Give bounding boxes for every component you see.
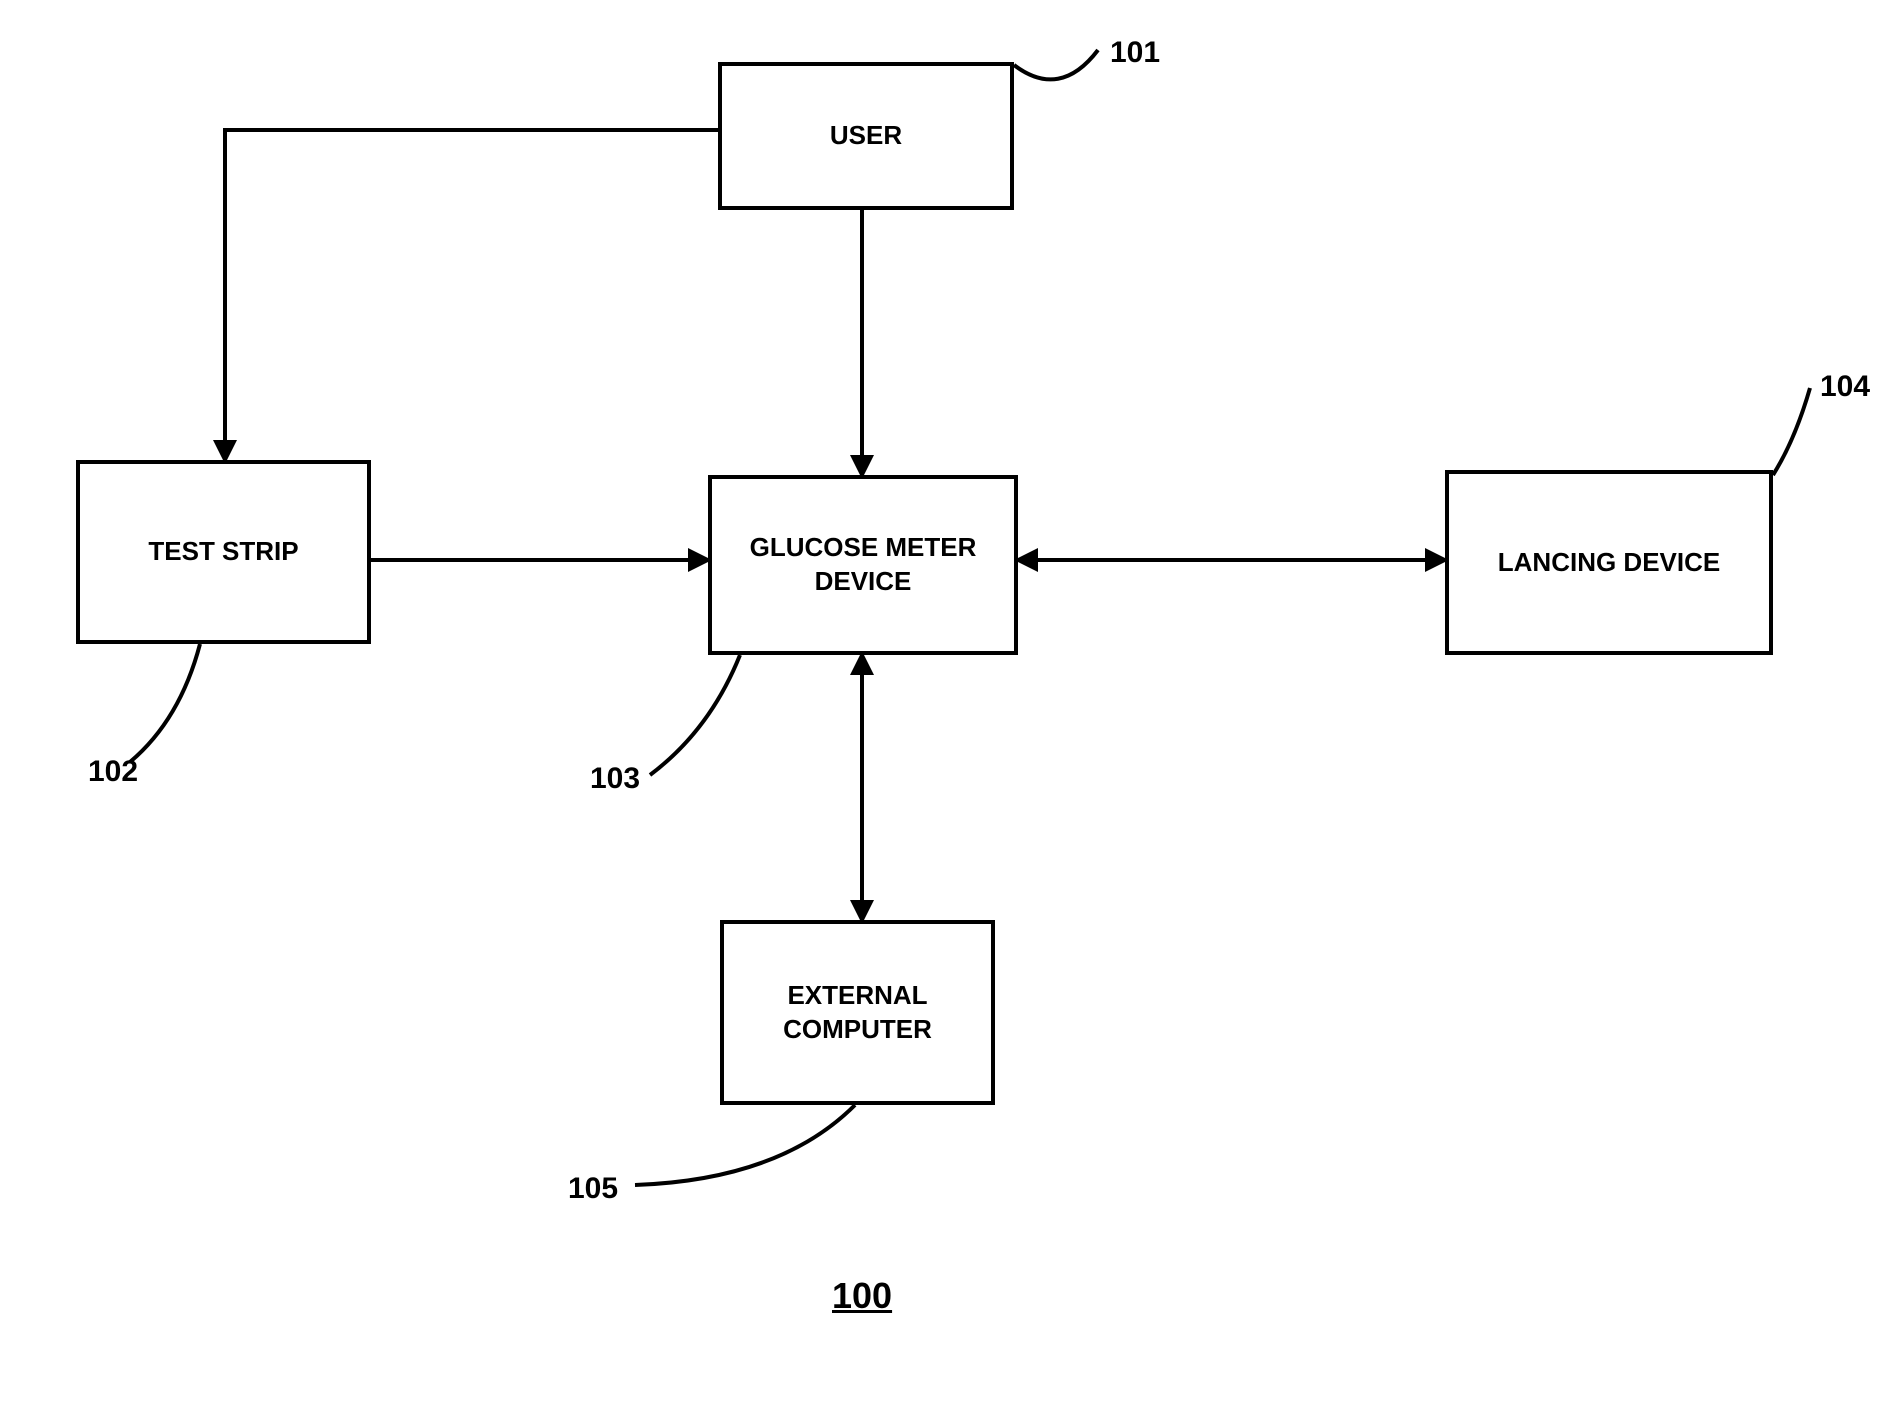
edges-layer bbox=[0, 0, 1885, 1412]
callout-101: 101 bbox=[1110, 36, 1160, 70]
node-glucose-meter-label: GLUCOSE METER DEVICE bbox=[712, 523, 1014, 607]
block-diagram: USER TEST STRIP GLUCOSE METER DEVICE LAN… bbox=[0, 0, 1885, 1412]
callout-103: 103 bbox=[590, 762, 640, 796]
node-test-strip: TEST STRIP bbox=[76, 460, 371, 644]
node-external-computer-label: EXTERNAL COMPUTER bbox=[724, 971, 991, 1055]
node-test-strip-label: TEST STRIP bbox=[140, 527, 306, 577]
node-external-computer: EXTERNAL COMPUTER bbox=[720, 920, 995, 1105]
node-user-label: USER bbox=[822, 111, 910, 161]
figure-number: 100 bbox=[832, 1275, 892, 1317]
node-lancing-device-label: LANCING DEVICE bbox=[1490, 538, 1728, 588]
node-user: USER bbox=[718, 62, 1014, 210]
callout-102: 102 bbox=[88, 755, 138, 789]
node-glucose-meter: GLUCOSE METER DEVICE bbox=[708, 475, 1018, 655]
callout-104: 104 bbox=[1820, 370, 1870, 404]
callout-105: 105 bbox=[568, 1172, 618, 1206]
node-lancing-device: LANCING DEVICE bbox=[1445, 470, 1773, 655]
